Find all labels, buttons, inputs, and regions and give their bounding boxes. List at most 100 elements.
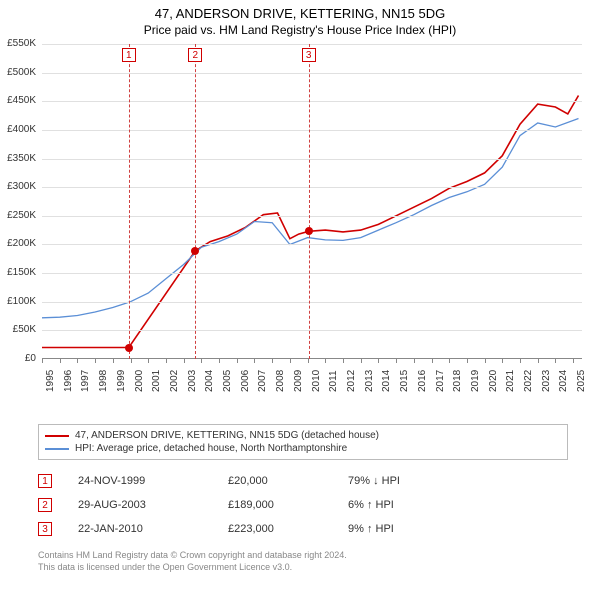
x-axis-label: 2003 <box>187 370 198 392</box>
x-axis-label: 2012 <box>346 370 357 392</box>
x-tick <box>42 359 43 363</box>
x-tick <box>343 359 344 363</box>
x-tick <box>95 359 96 363</box>
x-tick <box>449 359 450 363</box>
gridline <box>42 130 582 131</box>
gridline <box>42 187 582 188</box>
x-axis-label: 2010 <box>311 370 322 392</box>
event-diff: 6% ↑ HPI <box>348 499 448 511</box>
y-axis-label: £150K <box>0 267 36 278</box>
x-axis-label: 2013 <box>364 370 375 392</box>
x-axis-label: 2017 <box>435 370 446 392</box>
x-tick <box>378 359 379 363</box>
x-tick <box>254 359 255 363</box>
y-axis-label: £400K <box>0 124 36 135</box>
x-axis-label: 2020 <box>488 370 499 392</box>
event-row: 1 24-NOV-1999 £20,000 79% ↓ HPI <box>38 469 568 493</box>
chart-area: 123 £0£50K£100K£150K£200K£250K£300K£350K… <box>42 44 582 389</box>
x-tick <box>166 359 167 363</box>
x-tick <box>290 359 291 363</box>
legend-swatch-property <box>45 435 69 437</box>
legend-item-property: 47, ANDERSON DRIVE, KETTERING, NN15 5DG … <box>45 429 561 442</box>
event-price: £189,000 <box>228 499 348 511</box>
x-axis-label: 1996 <box>63 370 74 392</box>
event-price: £20,000 <box>228 475 348 487</box>
x-axis-label: 2011 <box>328 370 339 392</box>
x-axis-label: 2014 <box>381 370 392 392</box>
plot-area: 1 2 3 <box>42 44 582 359</box>
x-tick <box>201 359 202 363</box>
sale-marker-dot <box>305 227 313 235</box>
x-tick <box>184 359 185 363</box>
legend-label-property: 47, ANDERSON DRIVE, KETTERING, NN15 5DG … <box>75 430 379 441</box>
y-axis-label: £50K <box>0 324 36 335</box>
x-tick <box>502 359 503 363</box>
events-table: 1 24-NOV-1999 £20,000 79% ↓ HPI 2 29-AUG… <box>38 469 568 541</box>
footer-line1: Contains HM Land Registry data © Crown c… <box>38 550 568 562</box>
x-tick <box>555 359 556 363</box>
legend-label-hpi: HPI: Average price, detached house, Nort… <box>75 443 347 454</box>
x-axis-label: 2024 <box>558 370 569 392</box>
x-axis-label: 2001 <box>151 370 162 392</box>
event-diff: 9% ↑ HPI <box>348 523 448 535</box>
x-axis-label: 1997 <box>80 370 91 392</box>
y-axis-label: £350K <box>0 153 36 164</box>
legend-swatch-hpi <box>45 448 69 450</box>
gridline <box>42 216 582 217</box>
chart-title-subtitle: Price paid vs. HM Land Registry's House … <box>0 21 600 37</box>
x-tick <box>361 359 362 363</box>
x-axis-label: 1995 <box>45 370 56 392</box>
x-axis-label: 2023 <box>541 370 552 392</box>
x-axis-label: 2015 <box>399 370 410 392</box>
gridline <box>42 273 582 274</box>
footer-line2: This data is licensed under the Open Gov… <box>38 562 568 574</box>
legend-item-hpi: HPI: Average price, detached house, Nort… <box>45 442 561 455</box>
x-tick <box>573 359 574 363</box>
x-axis-label: 2000 <box>134 370 145 392</box>
y-axis-label: £550K <box>0 38 36 49</box>
x-tick <box>60 359 61 363</box>
x-tick <box>414 359 415 363</box>
x-axis-label: 2018 <box>452 370 463 392</box>
sale-marker-box: 3 <box>302 48 316 62</box>
x-axis-label: 2021 <box>505 370 516 392</box>
x-axis-label: 2022 <box>523 370 534 392</box>
x-axis-label: 2019 <box>470 370 481 392</box>
x-axis-label: 1999 <box>116 370 127 392</box>
series-hpi <box>42 119 579 318</box>
y-axis-label: £200K <box>0 238 36 249</box>
footer-attribution: Contains HM Land Registry data © Crown c… <box>38 550 568 573</box>
x-tick <box>272 359 273 363</box>
sale-marker-box: 1 <box>122 48 136 62</box>
x-axis-label: 2004 <box>204 370 215 392</box>
gridline <box>42 73 582 74</box>
y-axis-label: £300K <box>0 181 36 192</box>
sale-marker-dot <box>125 344 133 352</box>
x-axis-label: 1998 <box>98 370 109 392</box>
event-row: 3 22-JAN-2010 £223,000 9% ↑ HPI <box>38 517 568 541</box>
sale-marker-box: 2 <box>188 48 202 62</box>
x-axis-label: 2007 <box>257 370 268 392</box>
series-property <box>42 96 579 348</box>
chart-lines <box>42 44 582 359</box>
gridline <box>42 159 582 160</box>
gridline <box>42 330 582 331</box>
x-tick <box>308 359 309 363</box>
x-tick <box>325 359 326 363</box>
x-tick <box>467 359 468 363</box>
x-axis-label: 2008 <box>275 370 286 392</box>
x-tick <box>237 359 238 363</box>
x-tick <box>219 359 220 363</box>
chart-container: 47, ANDERSON DRIVE, KETTERING, NN15 5DG … <box>0 0 600 590</box>
x-axis-label: 2002 <box>169 370 180 392</box>
x-tick <box>538 359 539 363</box>
gridline <box>42 302 582 303</box>
x-axis-label: 2016 <box>417 370 428 392</box>
x-tick <box>396 359 397 363</box>
gridline <box>42 244 582 245</box>
x-axis-label: 2005 <box>222 370 233 392</box>
y-axis-label: £250K <box>0 210 36 221</box>
legend-box: 47, ANDERSON DRIVE, KETTERING, NN15 5DG … <box>38 424 568 460</box>
sale-marker-dot <box>191 247 199 255</box>
chart-title-address: 47, ANDERSON DRIVE, KETTERING, NN15 5DG <box>0 0 600 21</box>
